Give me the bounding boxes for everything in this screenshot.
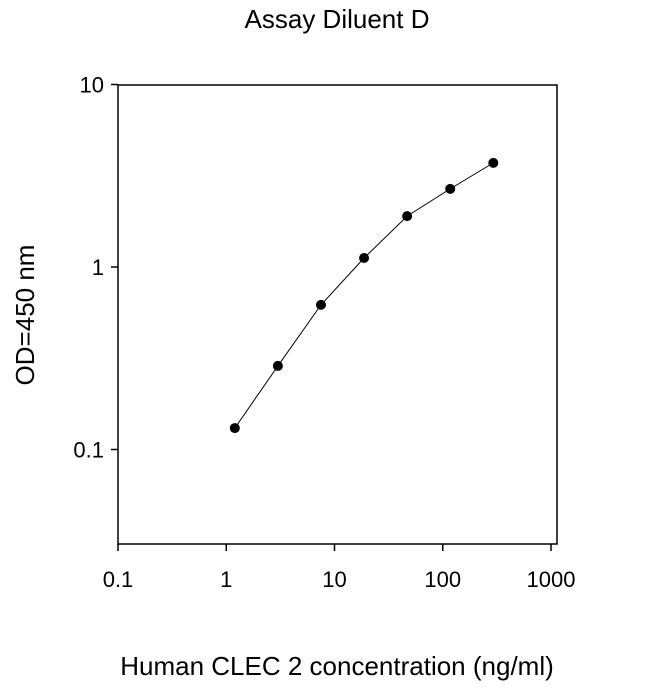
chart-title: Assay Diluent D [245, 4, 430, 34]
data-point [488, 157, 499, 168]
plot-frame [117, 84, 558, 545]
data-point [402, 211, 413, 222]
y-axis-label: OD=450 nm [10, 245, 40, 386]
data-point [272, 360, 283, 371]
x-tick-label: 100 [424, 567, 461, 592]
x-tick-label: 1 [220, 567, 232, 592]
series-line [234, 162, 494, 429]
data-point [229, 423, 240, 434]
x-tick-label: 0.1 [103, 567, 134, 592]
y-tick-label: 0.1 [73, 438, 104, 463]
data-point [359, 253, 370, 264]
x-tick-label: 10 [322, 567, 346, 592]
y-tick-label: 1 [92, 255, 104, 280]
y-tick-label: 10 [80, 73, 104, 98]
x-tick-label: 1000 [527, 567, 576, 592]
data-point [315, 299, 326, 310]
data-point [445, 183, 456, 194]
x-axis-label: Human CLEC 2 concentration (ng/ml) [120, 651, 554, 681]
